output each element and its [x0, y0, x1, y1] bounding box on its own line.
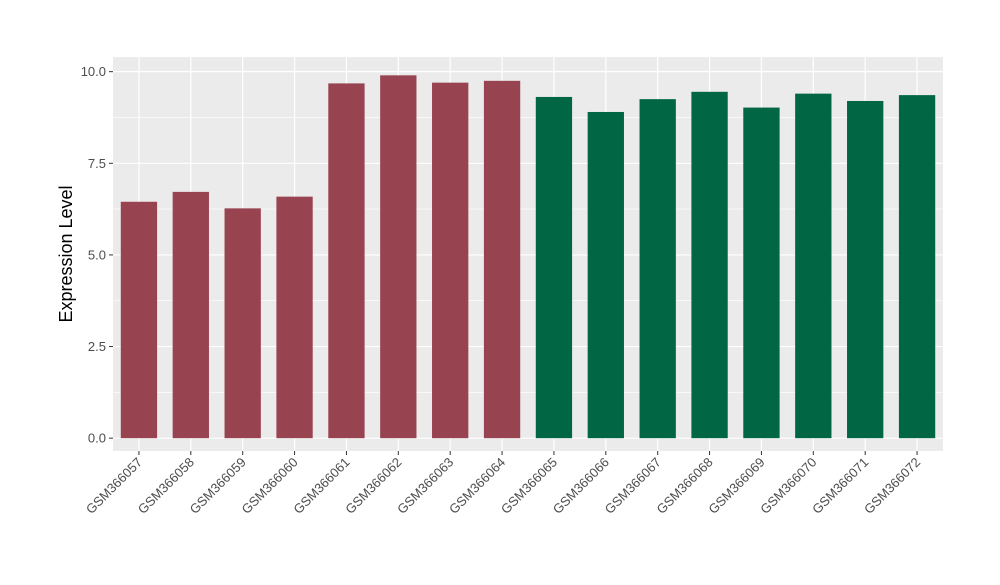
bar [380, 75, 417, 439]
bar [639, 99, 676, 439]
bar [847, 100, 884, 439]
x-axis-ticks: GSM366057GSM366058GSM366059GSM366060GSM3… [83, 451, 923, 517]
bar [795, 93, 832, 439]
x-tick-label: GSM366072 [861, 455, 923, 517]
bar [898, 95, 936, 439]
bar [276, 196, 313, 439]
y-axis-ticks: 0.0 2.5 5.0 7.5 10.0 [81, 64, 113, 446]
y-tick-label: 0.0 [88, 431, 106, 446]
bar [328, 83, 365, 439]
y-tick-label: 2.5 [88, 339, 106, 354]
bar [743, 107, 780, 439]
bar [172, 191, 209, 439]
bar [483, 80, 521, 439]
bar [587, 111, 624, 439]
bar [224, 208, 261, 439]
bars [120, 75, 936, 439]
y-tick-label: 7.5 [88, 156, 106, 171]
bar [432, 82, 469, 439]
y-axis-title: Expression Level [56, 185, 76, 322]
y-tick-label: 10.0 [81, 64, 106, 79]
y-tick-label: 5.0 [88, 247, 106, 262]
bar [120, 201, 158, 439]
bar [691, 91, 728, 439]
bar [535, 96, 573, 439]
